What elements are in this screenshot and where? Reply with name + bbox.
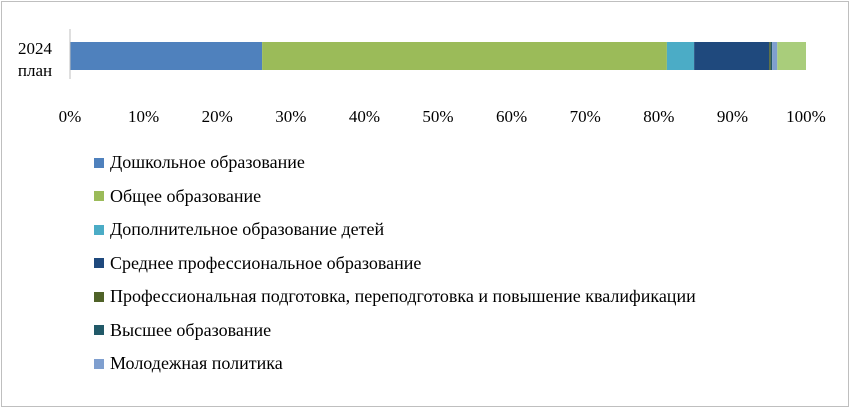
x-tick-label: 40%	[349, 107, 380, 126]
x-tick-label: 90%	[717, 107, 748, 126]
bar-segment-7	[772, 42, 778, 70]
legend-item: Среднее профессиональное образование	[94, 247, 696, 281]
legend-label: Высшее образование	[110, 319, 272, 340]
legend-swatch	[94, 358, 104, 369]
legend-item: Общее образование	[94, 180, 696, 214]
x-tick-label: 30%	[275, 107, 306, 126]
x-tick-label: 20%	[202, 107, 233, 126]
bar-segments	[70, 42, 806, 70]
legend-swatch	[94, 191, 104, 202]
legend-item: Дошкольное образование	[94, 146, 696, 180]
legend-label: Профессиональная подготовка, переподгото…	[110, 286, 696, 307]
x-tick-label: 50%	[422, 107, 453, 126]
x-tick-label: 10%	[128, 107, 159, 126]
bar-segment-6	[770, 42, 773, 70]
x-tick-label: 100%	[786, 107, 826, 126]
x-tick-label: 0%	[59, 107, 82, 126]
bar-segment-1	[70, 42, 263, 70]
legend: Дошкольное образование Общее образование Д…	[94, 146, 696, 381]
legend-item: Высшее образование	[94, 314, 696, 348]
legend-swatch	[94, 224, 104, 235]
legend-label: Молодежная политика	[110, 353, 283, 374]
category-label-line-2: план	[18, 61, 52, 80]
legend-item: Дополнительное образование детей	[94, 213, 696, 247]
x-tick-label: 60%	[496, 107, 527, 126]
category-label-line-1: 2024	[18, 39, 53, 58]
legend-item: Молодежная политика	[94, 347, 696, 381]
legend-item: Профессиональная подготовка, переподгото…	[94, 280, 696, 314]
bar-segment-3	[666, 42, 695, 70]
legend-label: Среднее профессиональное образование	[110, 252, 422, 273]
x-tick-label: 70%	[570, 107, 601, 126]
legend-swatch	[94, 258, 104, 269]
bar-segment-8	[777, 42, 806, 70]
x-tick-labels: 0% 10% 20% 30% 40% 50% 60% 70% 80% 90% 100%	[59, 107, 826, 126]
bar-segment-2	[262, 42, 667, 70]
legend-swatch	[94, 291, 104, 302]
category-labels: 2024 план	[18, 39, 53, 80]
legend-label: Дошкольное образование	[110, 152, 305, 173]
x-tick-label: 80%	[643, 107, 674, 126]
legend-swatch	[94, 325, 104, 336]
bar-segment-5	[769, 42, 771, 70]
bar-segment-4	[694, 42, 770, 70]
legend-label: Общее образование	[110, 185, 262, 206]
legend-swatch	[94, 157, 104, 168]
legend-label: Дополнительное образование детей	[110, 219, 385, 240]
